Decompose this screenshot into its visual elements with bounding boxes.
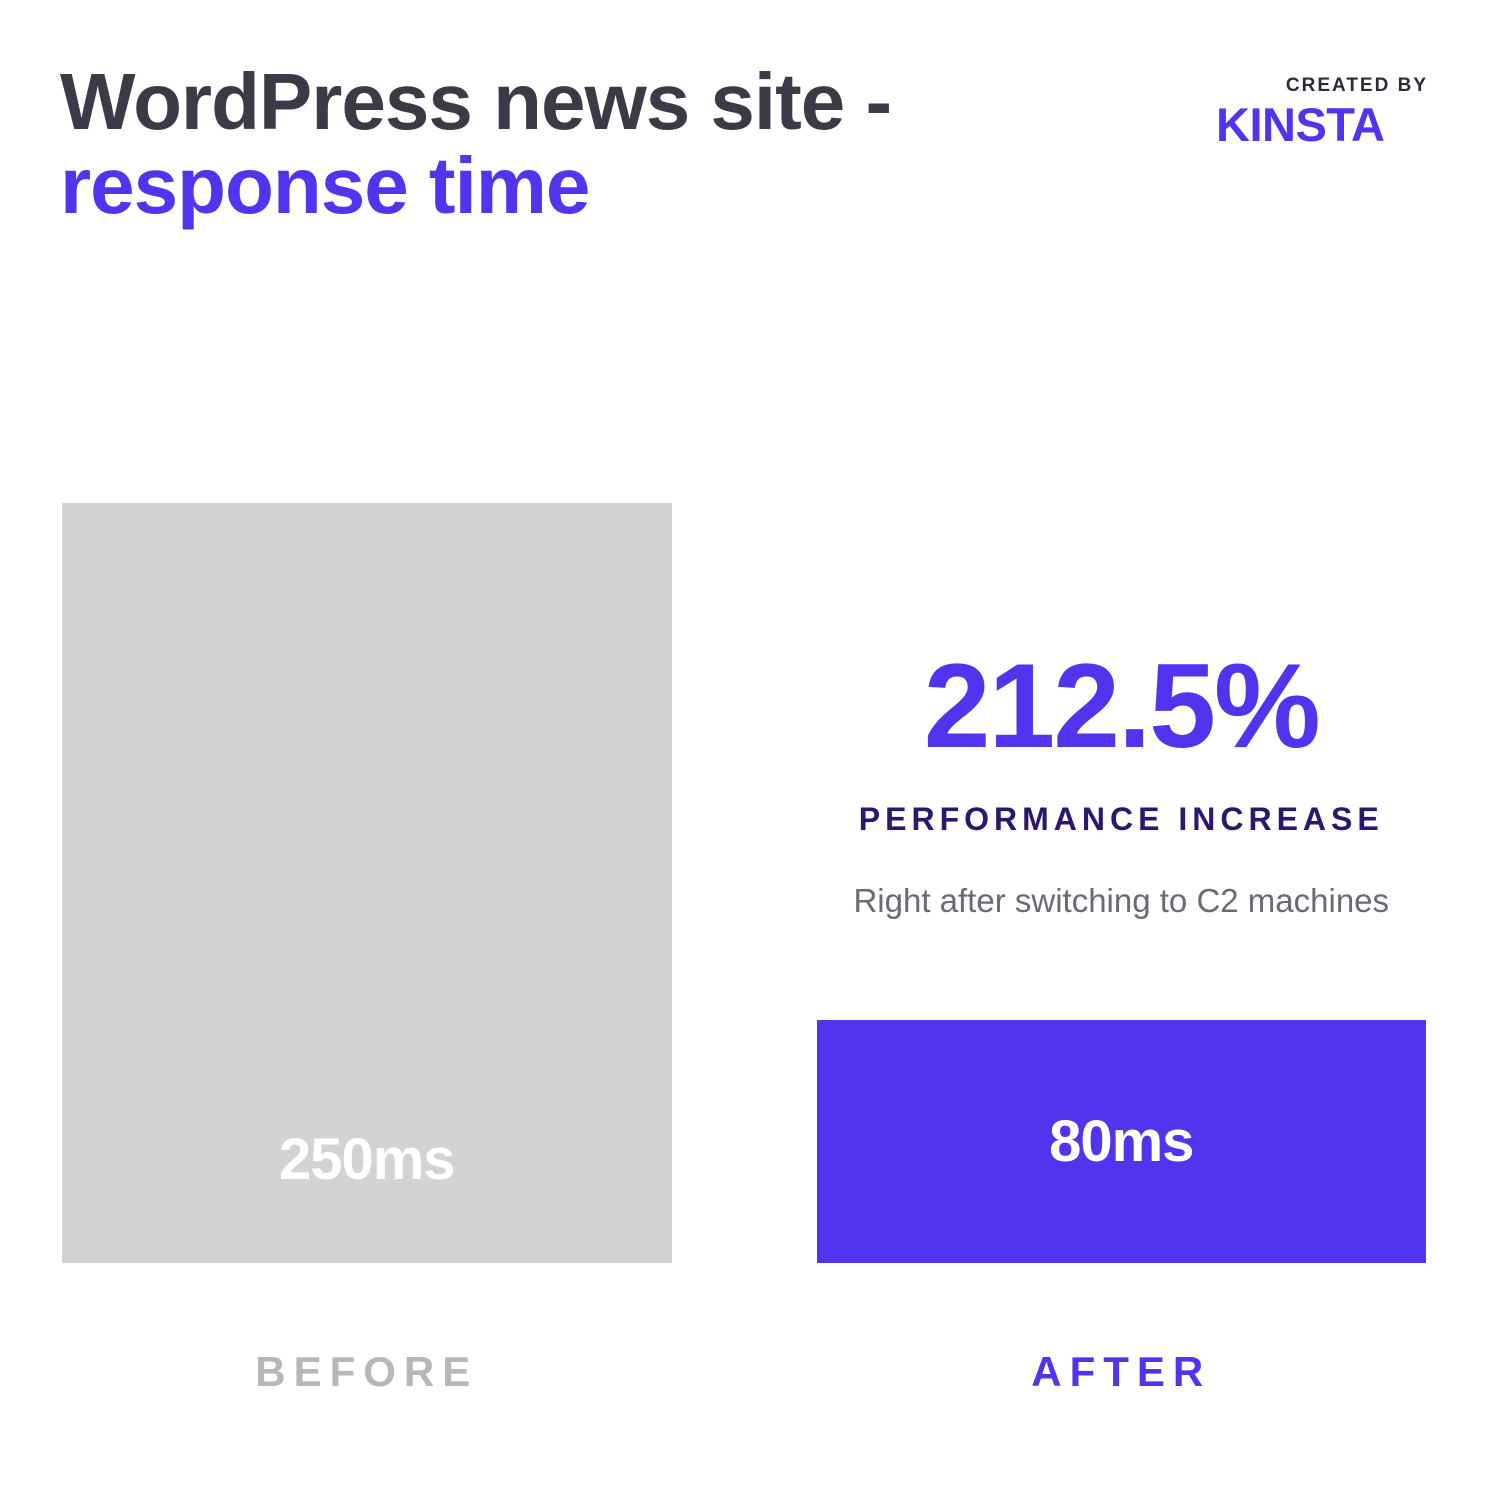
title-line-1: WordPress news site - xyxy=(60,60,891,144)
after-column: 212.5% PERFORMANCE INCREASE Right after … xyxy=(817,646,1427,1264)
stat-percent: 212.5% xyxy=(817,646,1427,766)
page-title: WordPress news site - response time xyxy=(60,60,891,228)
before-bar: 250ms xyxy=(62,503,672,1263)
created-by-label: CREATED BY xyxy=(1216,75,1428,97)
svg-text:KINSTA: KINSTA xyxy=(1216,99,1384,151)
stat-description: Right after switching to C2 machines xyxy=(817,876,1427,926)
brand-block: CREATED BY KINSTA xyxy=(1216,75,1428,156)
header: WordPress news site - response time CREA… xyxy=(60,60,1428,228)
before-column: 250ms xyxy=(62,503,672,1263)
before-axis-label: BEFORE xyxy=(62,1348,672,1396)
after-bar: 80ms xyxy=(817,1020,1427,1263)
stat-caption: PERFORMANCE INCREASE xyxy=(817,801,1427,838)
comparison-chart: 250ms 212.5% PERFORMANCE INCREASE Right … xyxy=(60,503,1428,1263)
after-value: 80ms xyxy=(1049,1108,1193,1175)
axis-labels: BEFORE AFTER xyxy=(60,1348,1428,1396)
after-axis-label: AFTER xyxy=(817,1348,1427,1396)
kinsta-logo-icon: KINSTA xyxy=(1216,99,1428,156)
title-line-2: response time xyxy=(60,144,891,228)
stat-block: 212.5% PERFORMANCE INCREASE Right after … xyxy=(817,646,1427,926)
before-value: 250ms xyxy=(279,1126,455,1193)
